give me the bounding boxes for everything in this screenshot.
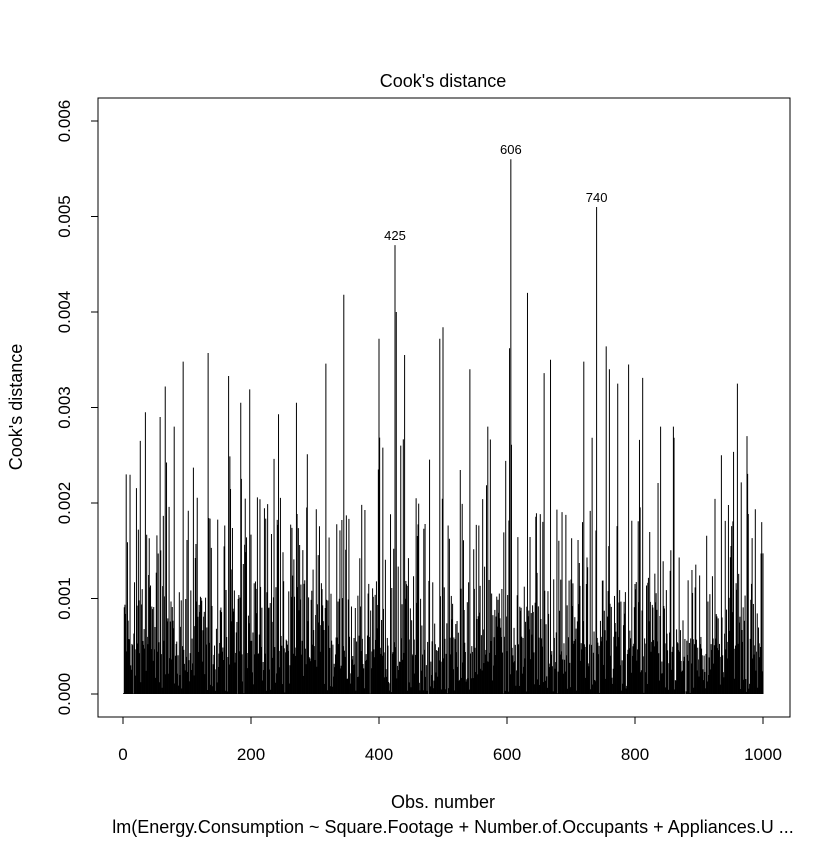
influential-point-label: 425: [384, 228, 406, 243]
x-tick-label: 1000: [744, 745, 782, 764]
model-formula: lm(Energy.Consumption ~ Square.Footage +…: [112, 817, 794, 837]
x-axis: 0 200 400 600 800 1000: [118, 716, 782, 764]
point-labels: 425 606 740: [384, 142, 607, 243]
influential-point-label: 606: [500, 142, 522, 157]
y-tick-label: 0.004: [55, 291, 74, 334]
y-axis: 0.000 0.001 0.002 0.003 0.004 0.005 0.006: [55, 100, 99, 716]
x-tick-label: 200: [237, 745, 265, 764]
x-tick-label: 600: [493, 745, 521, 764]
bar-layer: [123, 159, 764, 694]
x-tick-label: 800: [621, 745, 649, 764]
y-tick-label: 0.001: [55, 577, 74, 620]
x-axis-label: Obs. number: [391, 792, 495, 812]
y-tick-label: 0.003: [55, 386, 74, 429]
x-tick-label: 0: [118, 745, 127, 764]
y-tick-label: 0.006: [55, 100, 74, 143]
y-tick-label: 0.005: [55, 195, 74, 238]
x-tick-label: 400: [365, 745, 393, 764]
y-tick-label: 0.002: [55, 482, 74, 525]
y-tick-label: 0.000: [55, 673, 74, 716]
chart-title: Cook's distance: [380, 71, 507, 91]
y-axis-label: Cook's distance: [6, 344, 26, 471]
influential-point-label: 740: [586, 190, 608, 205]
